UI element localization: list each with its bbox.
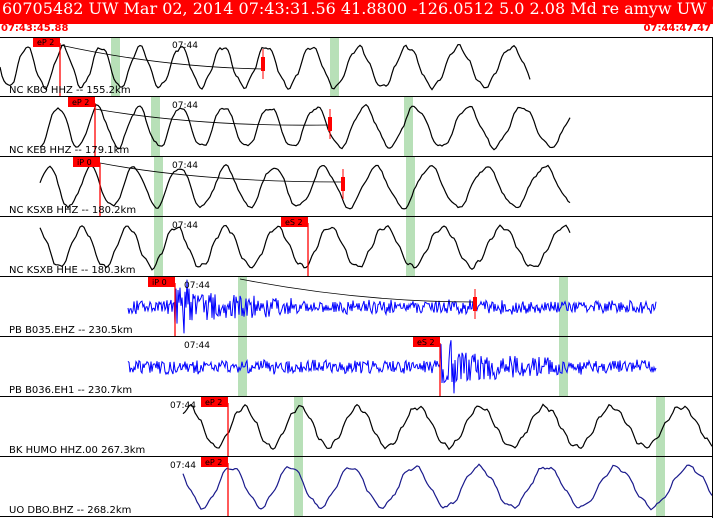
phase-marker xyxy=(154,217,163,277)
phase-marker xyxy=(656,457,665,517)
title-bar: 60705482 UW Mar 02, 2014 07:43:31.56 41.… xyxy=(0,0,713,24)
time-tick-label: 07:44 xyxy=(172,41,198,51)
pick-flag[interactable]: iP 0 xyxy=(148,277,175,287)
time-tick-label: 07:44 xyxy=(184,341,210,351)
pick-label: iP 0 xyxy=(152,278,167,287)
time-tick-label: 07:44 xyxy=(172,161,198,171)
waveform xyxy=(39,103,571,151)
time-tick-label: 07:44 xyxy=(170,401,196,411)
window-start-time: 07:43:45.88 xyxy=(1,23,69,34)
pick-flag-box xyxy=(73,157,100,167)
trace-row[interactable]: iP 0 07:44 NC KSXB HHZ -- 180.2km xyxy=(0,157,713,217)
pick-flag-box xyxy=(201,397,228,407)
pick-label: eS 2 xyxy=(417,338,435,347)
pick-flag[interactable]: eP 2 xyxy=(33,37,60,47)
pick-flag-box xyxy=(413,337,440,347)
theoretical-curve xyxy=(239,278,476,303)
pick-label: eP 2 xyxy=(37,38,54,47)
pick-label: eP 2 xyxy=(205,458,222,467)
station-label: NC KSXB HHE -- 180.3km xyxy=(9,265,136,276)
station-label: NC KEB HHZ -- 179.1km xyxy=(9,145,129,156)
theoretical-curve xyxy=(59,44,264,70)
phase-marker xyxy=(404,97,413,157)
phase-marker xyxy=(238,277,247,337)
phase-marker xyxy=(154,157,163,217)
trace-row[interactable]: eP 2 07:44 BK HUMO HHZ.00 267.3km xyxy=(0,397,713,457)
time-tick-label: 07:44 xyxy=(184,281,210,291)
phase-marker xyxy=(238,337,247,397)
pick-label: eS 2 xyxy=(285,218,303,227)
time-tick-label: 07:44 xyxy=(172,101,198,111)
phase-marker xyxy=(559,277,568,337)
station-label: BK HUMO HHZ.00 267.3km xyxy=(9,445,145,456)
phase-marker xyxy=(406,217,415,277)
phase-marker xyxy=(330,37,339,97)
pick-flag[interactable]: eP 2 xyxy=(68,97,95,107)
pick-flag-box xyxy=(68,97,95,107)
waveform xyxy=(39,163,571,210)
seismogram-panel[interactable]: eP 2 07:44 NC KBO HHZ -- 155.2km eP 2 07:44 N… xyxy=(0,37,713,518)
trace-row[interactable]: eP 2 07:44 UO DBO.BHZ -- 268.2km xyxy=(0,457,713,517)
window-end-time: 07:44:47.47 xyxy=(643,23,711,34)
time-tick-label: 07:44 xyxy=(172,221,198,231)
phase-marker xyxy=(406,157,415,217)
pick-flag-box xyxy=(148,277,175,287)
pick-flag[interactable]: eS 2 xyxy=(413,337,440,347)
phase-marker xyxy=(294,397,303,457)
phase-marker xyxy=(656,397,665,457)
pick-flag-box xyxy=(201,457,228,467)
station-label: PB B036.EH1 -- 230.7km xyxy=(9,385,132,396)
pick-flag[interactable]: eS 2 xyxy=(281,217,308,227)
waveform xyxy=(182,463,713,511)
waveform xyxy=(39,224,571,271)
trace-row[interactable]: eP 2 07:44 NC KBO HHZ -- 155.2km xyxy=(0,37,713,97)
station-label: NC KBO HHZ -- 155.2km xyxy=(9,85,131,96)
trace-row[interactable]: iP 0 07:44 PB B035.EHZ -- 230.5km xyxy=(0,277,713,337)
station-label: UO DBO.BHZ -- 268.2km xyxy=(9,505,131,516)
pick-flag-box xyxy=(281,217,308,227)
theoretical-curve xyxy=(94,108,331,126)
phase-marker xyxy=(294,457,303,517)
phase-marker xyxy=(151,97,160,157)
pick-label: eP 2 xyxy=(72,98,89,107)
station-label: PB B035.EHZ -- 230.5km xyxy=(9,325,133,336)
pick-label: eP 2 xyxy=(205,398,222,407)
trace-row[interactable]: eP 2 07:44 NC KEB HHZ -- 179.1km xyxy=(0,97,713,157)
phase-marker xyxy=(559,337,568,397)
pick-flag[interactable]: eP 2 xyxy=(201,397,228,407)
trace-row[interactable]: eS 2 07:44 NC KSXB HHE -- 180.3km xyxy=(0,217,713,277)
pick-flag[interactable]: iP 0 xyxy=(73,157,100,167)
theoretical-curve xyxy=(99,162,344,183)
pick-flag-box xyxy=(33,37,60,47)
pick-flag[interactable]: eP 2 xyxy=(201,457,228,467)
waveform xyxy=(0,43,531,91)
time-tick-label: 07:44 xyxy=(170,461,196,471)
trace-row[interactable]: eS 2 07:44 PB B036.EH1 -- 230.7km xyxy=(0,337,713,397)
phase-marker xyxy=(111,37,120,97)
pick-label: iP 0 xyxy=(77,158,92,167)
waveform xyxy=(182,403,713,451)
event-title: 60705482 UW Mar 02, 2014 07:43:31.56 41.… xyxy=(2,0,713,18)
waveform xyxy=(127,279,657,334)
waveform xyxy=(127,340,657,394)
station-label: NC KSXB HHZ -- 180.2km xyxy=(9,205,136,216)
